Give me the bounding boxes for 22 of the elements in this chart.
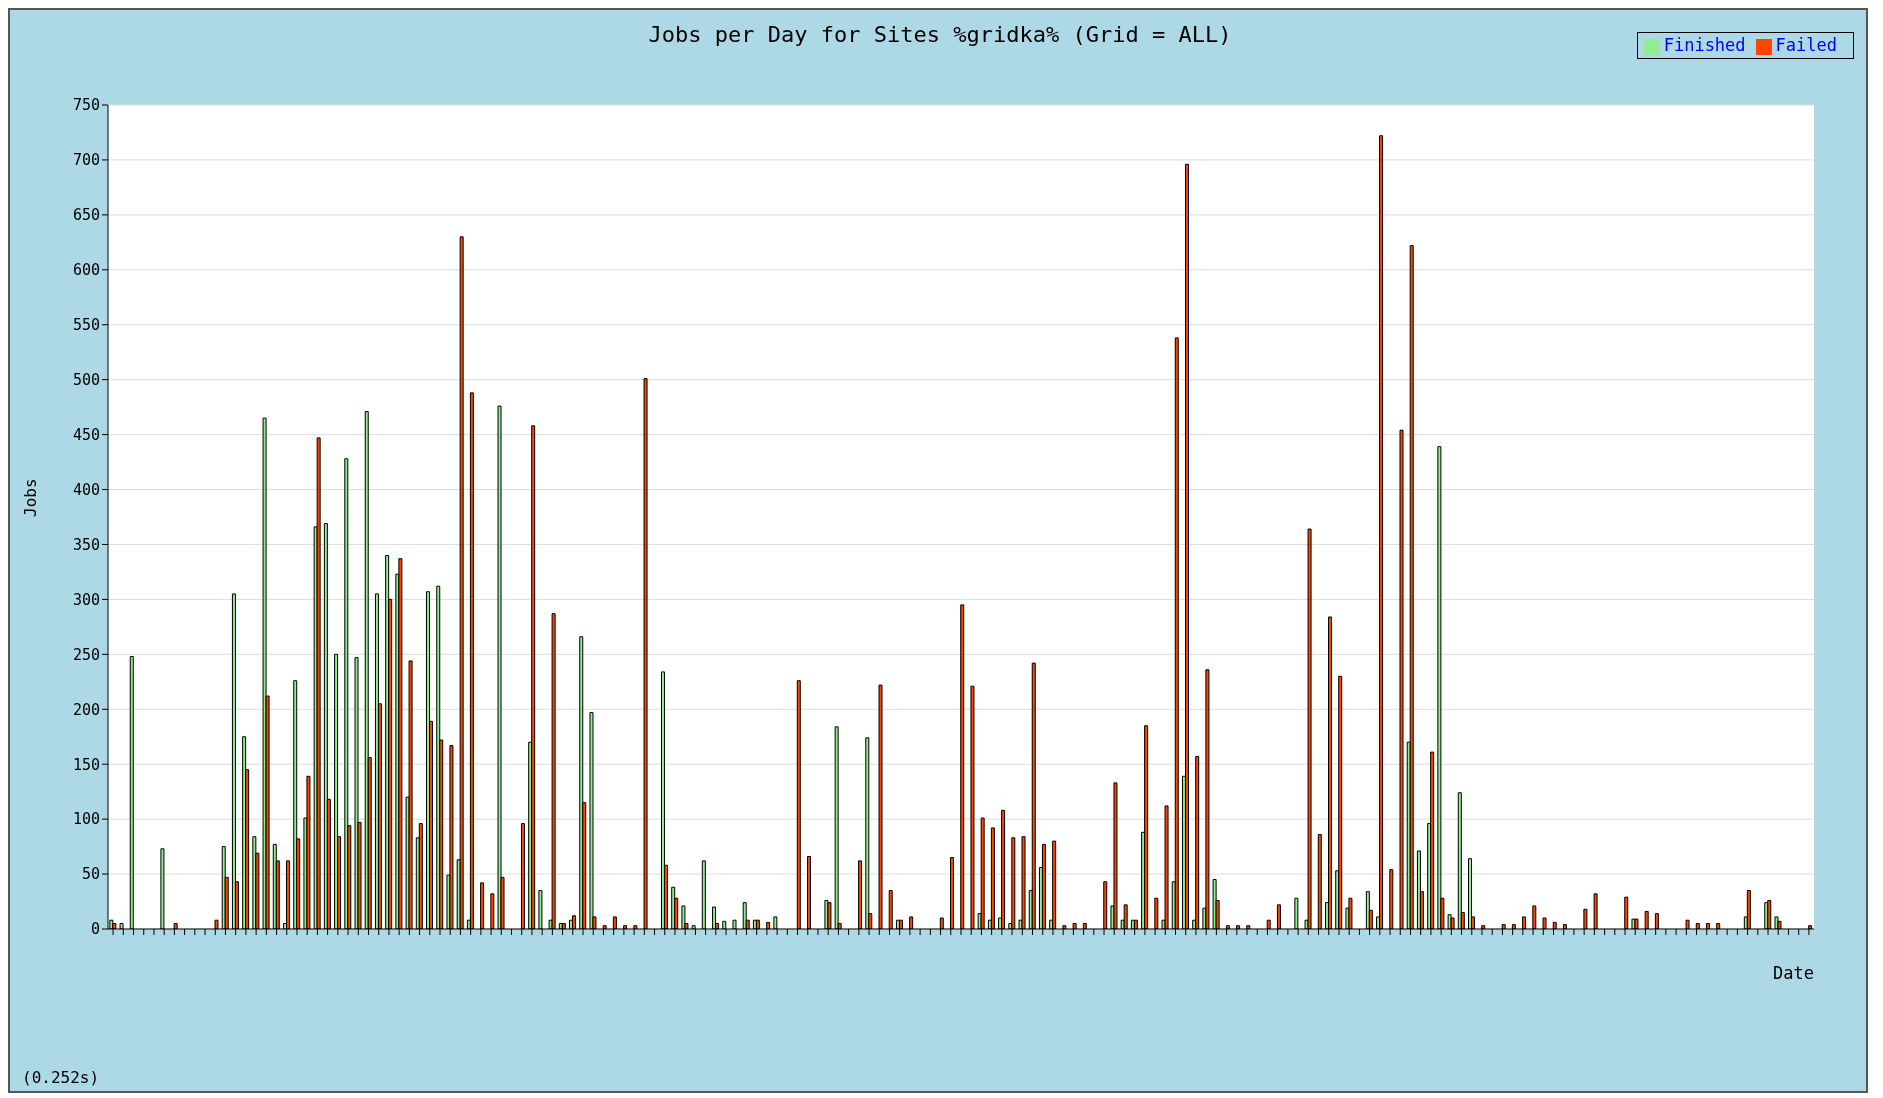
chart-title: Jobs per Day for Sites %gridka% (Grid = ALL) [648,22,1232,47]
y-tick-label: 650 [72,206,100,225]
y-tick-label: 300 [72,590,100,609]
x-axis-title: Date [1773,963,1814,983]
y-tick-label: 0 [90,920,100,939]
y-tick-label: 550 [72,316,100,335]
legend-label: Failed [1775,35,1837,55]
y-tick-label: 600 [72,261,100,280]
text: (0.252s) [22,1068,100,1087]
y-tick-label: 750 [72,96,100,115]
legend-label: Finished [1663,35,1746,55]
y-tick-label: 200 [72,700,100,719]
y-tick-label: 150 [72,755,100,774]
y-axis-title: Jobs [20,478,40,517]
y-tick-label: 250 [72,645,100,664]
y-tick-label: 350 [72,535,100,554]
y-tick-label: 400 [72,480,100,499]
y-tick-label: 50 [81,865,100,884]
y-tick-label: 100 [72,810,100,829]
y-tick-label: 700 [72,151,100,170]
y-tick-label: 450 [72,425,100,444]
y-tick-label: 500 [72,370,100,389]
